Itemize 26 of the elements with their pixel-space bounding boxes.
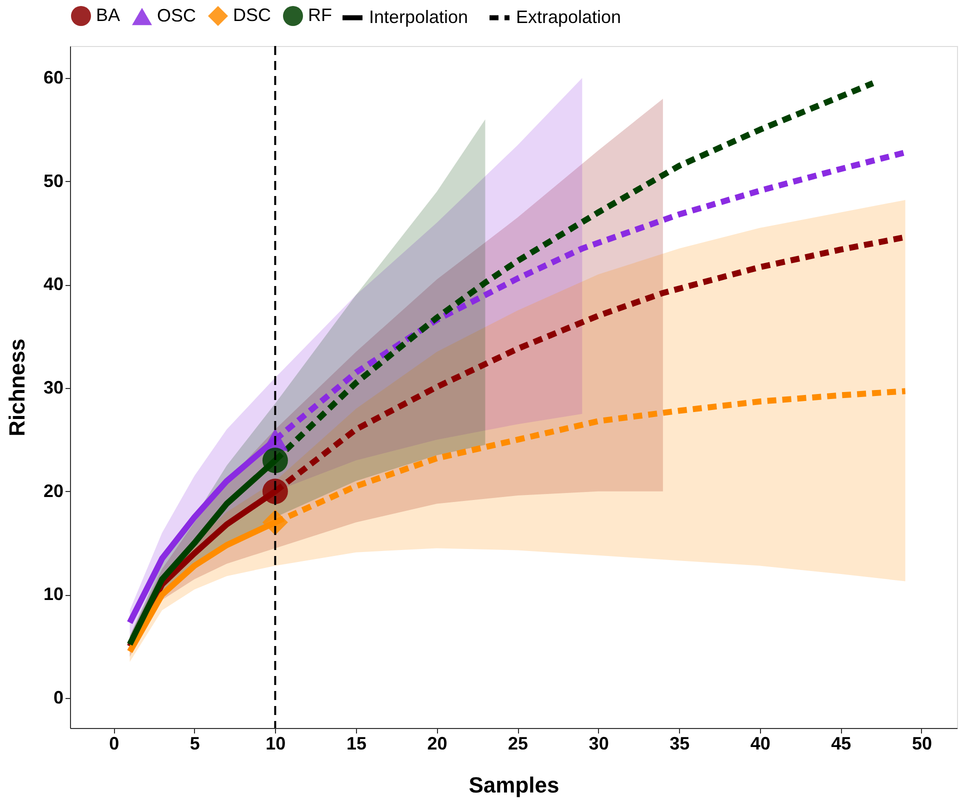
x-tick-label: 45 <box>831 734 852 754</box>
legend-label: DSC <box>233 5 272 25</box>
y-tick-label: 10 <box>43 584 64 604</box>
x-tick-label: 40 <box>750 734 770 754</box>
x-tick-label: 20 <box>427 734 448 754</box>
x-tick-label: 5 <box>190 734 200 754</box>
x-tick-label: 10 <box>266 734 286 754</box>
x-tick-label: 25 <box>508 734 528 754</box>
y-tick-label: 50 <box>43 170 64 191</box>
x-tick-label: 15 <box>346 734 366 754</box>
x-tick-label: 50 <box>912 734 932 754</box>
y-tick-label: 20 <box>43 480 64 501</box>
y-tick-label: 30 <box>43 378 64 398</box>
x-tick-label: 0 <box>109 734 120 754</box>
y-tick-label: 60 <box>43 68 64 88</box>
y-tick-label: 40 <box>43 274 64 294</box>
legend-label: BA <box>96 5 120 25</box>
x-tick-label: 30 <box>588 734 609 754</box>
legend-label: RF <box>308 5 332 25</box>
legend-label: OSC <box>157 6 196 26</box>
y-axis-title: Richness <box>4 338 30 436</box>
x-axis-title: Samples <box>468 772 560 798</box>
text: Extrapolation <box>516 6 622 27</box>
text: Interpolation <box>369 6 468 27</box>
y-tick-label: 0 <box>53 688 64 708</box>
x-tick-label: 35 <box>670 734 690 754</box>
